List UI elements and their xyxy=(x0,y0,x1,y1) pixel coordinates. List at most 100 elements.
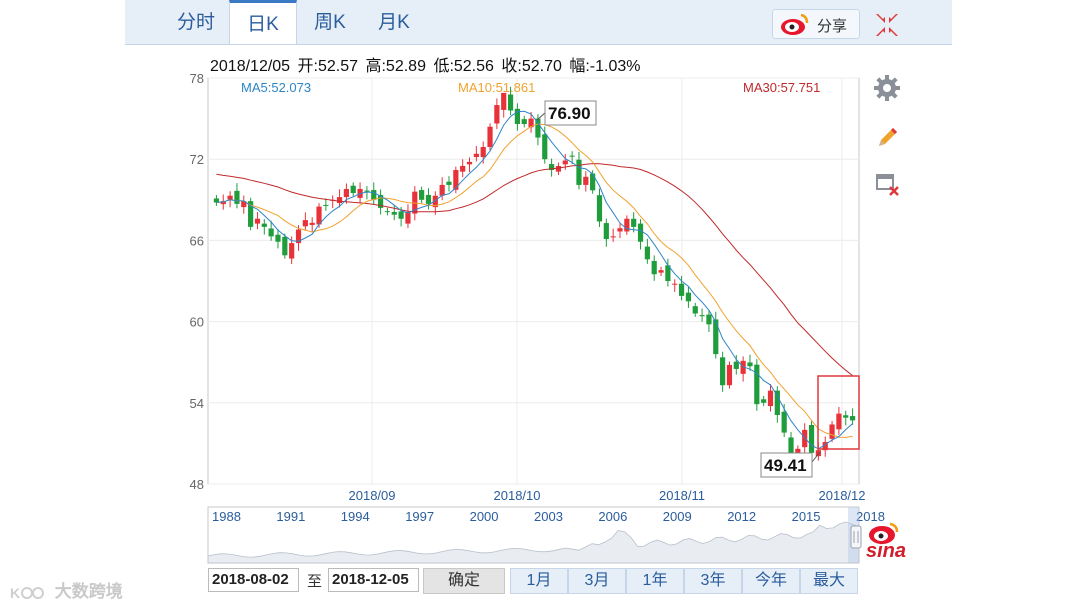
y-tick-label: 66 xyxy=(190,233,204,248)
candle-down xyxy=(761,399,767,403)
candle-up xyxy=(672,283,678,285)
candle-up xyxy=(555,165,562,172)
max-label: 76.90 xyxy=(548,104,591,123)
candle-down xyxy=(514,108,520,125)
tab-intraday[interactable]: 分时 xyxy=(176,12,215,33)
navigator-year-label: 2000 xyxy=(470,509,499,524)
candle-up xyxy=(316,206,322,225)
candle-down xyxy=(261,223,267,227)
gear-icon xyxy=(874,75,900,101)
candle-down xyxy=(747,362,753,367)
navigator-year-label: 1994 xyxy=(341,509,370,524)
candle-up xyxy=(405,211,411,224)
candle-up xyxy=(343,188,349,198)
candle-down xyxy=(685,292,692,302)
candle-down xyxy=(603,223,609,240)
tab-daily-k[interactable]: 日K xyxy=(229,0,297,44)
candle-up xyxy=(473,153,479,158)
navigator-handle[interactable] xyxy=(850,525,862,549)
candle-down xyxy=(234,190,240,204)
navigator-year-label: 2006 xyxy=(598,509,627,524)
tab-monthly-k[interactable]: 月K xyxy=(378,12,410,33)
y-tick-label: 48 xyxy=(190,477,204,492)
candle-down xyxy=(596,195,603,222)
candle-up xyxy=(829,424,835,439)
ma30-line xyxy=(216,163,853,376)
navigator-year-label: 2003 xyxy=(534,509,563,524)
candle-down xyxy=(774,390,780,415)
ma30-legend: MA30:57.751 xyxy=(743,80,820,95)
watermark: K 大数跨境 xyxy=(10,577,123,602)
x-tick-label: 2018/12 xyxy=(819,488,866,503)
share-button[interactable]: 分享 xyxy=(772,9,860,39)
tab-weekly-k[interactable]: 周K xyxy=(314,12,346,33)
end-date-field[interactable]: 2018-12-05 xyxy=(328,568,419,592)
x-tick-label: 2018/09 xyxy=(349,488,396,503)
candle-down xyxy=(425,194,432,204)
candle-down xyxy=(788,437,794,463)
navigator-year-label: 2012 xyxy=(727,509,756,524)
navigator-year-label: 2018 xyxy=(856,509,885,524)
period-1-year-button[interactable]: 1年 xyxy=(626,568,684,594)
navigator-year-label: 2015 xyxy=(792,509,821,524)
x-axis: 2018/09 2018/10 2018/11 2018/12 xyxy=(349,488,866,503)
candle-down xyxy=(377,194,384,208)
candle-down xyxy=(419,190,425,200)
candle-up xyxy=(610,236,616,238)
info-date: 2018/12/05 xyxy=(210,58,291,75)
candle-up xyxy=(466,161,473,165)
candle-down xyxy=(781,411,787,433)
candle-down xyxy=(706,314,712,325)
ma10-legend: MA10:51.861 xyxy=(458,80,535,95)
weibo-icon xyxy=(781,13,809,35)
ma5-legend: MA5:52.073 xyxy=(241,80,311,95)
candle-down xyxy=(521,119,527,125)
candle-up xyxy=(254,218,261,224)
y-axis: 48 54 60 66 72 78 xyxy=(190,71,204,492)
latest-highlight-box xyxy=(817,375,860,450)
period-3-month-button[interactable]: 3月 xyxy=(568,568,626,594)
period-3-year-button[interactable]: 3年 xyxy=(684,568,742,594)
candle-down xyxy=(733,361,739,369)
navigator-year-label: 1988 xyxy=(212,509,241,524)
settings-button[interactable] xyxy=(873,74,901,102)
sina-logo: sina xyxy=(852,519,924,562)
candle-up xyxy=(726,364,733,386)
min-annotation: 49.41 xyxy=(760,451,821,478)
candle-down xyxy=(713,319,719,355)
candle-up xyxy=(658,270,664,273)
confirm-button[interactable]: 确定 xyxy=(423,568,505,594)
period-ytd-button[interactable]: 今年 xyxy=(742,568,800,594)
start-date-field[interactable]: 2018-08-02 xyxy=(208,568,299,592)
candle-up xyxy=(302,220,308,227)
candle-up xyxy=(460,165,466,172)
period-max-button[interactable]: 最大 xyxy=(800,568,858,594)
candle-down xyxy=(371,190,377,200)
plot-area xyxy=(207,77,860,485)
candle-down xyxy=(535,118,541,138)
candle-up xyxy=(289,243,295,259)
candle-up xyxy=(494,105,500,124)
candle-down xyxy=(637,223,644,242)
candle-up xyxy=(562,160,568,165)
candle-down xyxy=(364,190,370,192)
candle-down xyxy=(590,173,596,191)
info-close: 收:52.70 xyxy=(501,58,562,75)
candle-up xyxy=(617,228,623,232)
fullscreen-toggle-button[interactable] xyxy=(874,12,900,38)
navigator-years: 1988 1991 1994 1997 2000 2003 2006 2009 2012 2015… xyxy=(212,509,885,524)
moving-averages xyxy=(216,110,853,450)
candle-down xyxy=(391,211,397,215)
period-1-month-button[interactable]: 1月 xyxy=(510,568,568,594)
collapse-arrows-icon xyxy=(876,14,898,36)
navigator-year-label: 1991 xyxy=(276,509,305,524)
navigator-year-label: 1997 xyxy=(405,509,434,524)
candle-down xyxy=(843,415,849,418)
candle-down xyxy=(275,234,281,242)
candle-up xyxy=(439,184,445,196)
candle-down xyxy=(549,164,555,171)
date-range-bar: 2018-08-02 至 2018-12-05 确定 1月 3月 1年 3年 今… xyxy=(208,568,860,594)
clear-drawing-button[interactable] xyxy=(873,170,901,198)
draw-button[interactable] xyxy=(873,124,901,152)
